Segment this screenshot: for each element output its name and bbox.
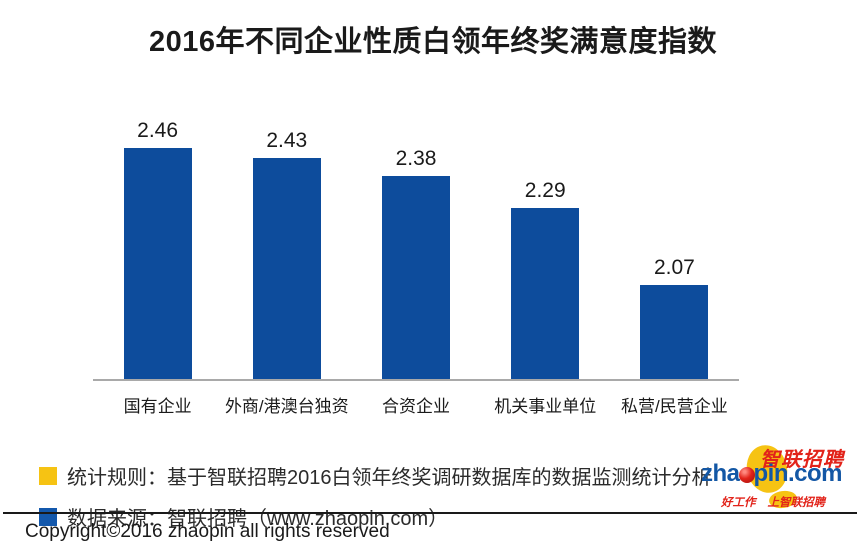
logo-brand-url-post: pin.com — [753, 460, 843, 487]
bar — [252, 158, 321, 379]
bar-chart: 2.46 2.43 2.38 2.29 2.07 国有企业 外商/港澳台独资 合资企业 机关事… — [93, 99, 739, 417]
footer-divider — [3, 512, 857, 514]
logo-tagline-left: 好工作 — [721, 497, 756, 509]
bar-value-label: 2.29 — [524, 179, 566, 202]
x-axis-category-label: 国有企业 — [123, 397, 192, 416]
bar — [123, 148, 192, 379]
logo-brand-url: zha pin.com — [701, 460, 843, 487]
bar-value-label: 2.07 — [653, 256, 695, 279]
legend-swatch-yellow — [39, 466, 57, 485]
bar-group: 2.46 — [93, 120, 222, 379]
bar — [382, 176, 450, 379]
red-dot-icon — [738, 467, 755, 483]
bar-value-label: 2.43 — [266, 129, 308, 152]
bar-group: 2.07 — [610, 257, 739, 379]
chart-title: 2016年不同企业性质白领年终奖满意度指数 — [148, 26, 717, 58]
x-axis-labels: 国有企业 外商/港澳台独资 合资企业 机关事业单位 私营/民营企业 — [93, 381, 739, 417]
bar-group: 2.43 — [222, 130, 351, 379]
x-axis-category-label: 合资企业 — [382, 397, 450, 416]
bar — [511, 208, 580, 379]
plot-area: 2.46 2.43 2.38 2.29 2.07 — [93, 99, 739, 379]
bar — [640, 285, 709, 379]
logo-brand-chinese: 智联招聘 — [760, 449, 844, 471]
legend-item-statistics-rule: 统计规则：基于智联招聘2016白领年终奖调研数据库的数据监测统计分析 — [39, 461, 866, 490]
logo-tagline: 好工作 上智联招聘 — [721, 494, 825, 510]
bar-group: 2.38 — [351, 148, 480, 379]
bar-value-label: 2.38 — [395, 147, 437, 170]
x-axis-category-label: 外商/港澳台独资 — [224, 397, 349, 416]
x-axis-line — [93, 379, 739, 381]
x-axis-category-label: 机关事业单位 — [494, 397, 597, 416]
x-axis-category-label: 私营/民营企业 — [621, 397, 728, 416]
legend-label-statistics-rule: 统计规则：基于智联招聘2016白领年终奖调研数据库的数据监测统计分析 — [67, 467, 712, 489]
bar-value-label: 2.46 — [137, 119, 179, 142]
logo-tagline-right: 上智联招聘 — [767, 497, 826, 509]
bar-group: 2.29 — [481, 180, 610, 379]
logo-brand-url-pre: zha — [701, 460, 740, 487]
zhaopin-logo: 智联招聘 zha pin.com 好工作 上智联招聘 — [698, 440, 862, 511]
copyright-text: Copyright©2016 zhaopin all rights reserv… — [25, 521, 390, 542]
